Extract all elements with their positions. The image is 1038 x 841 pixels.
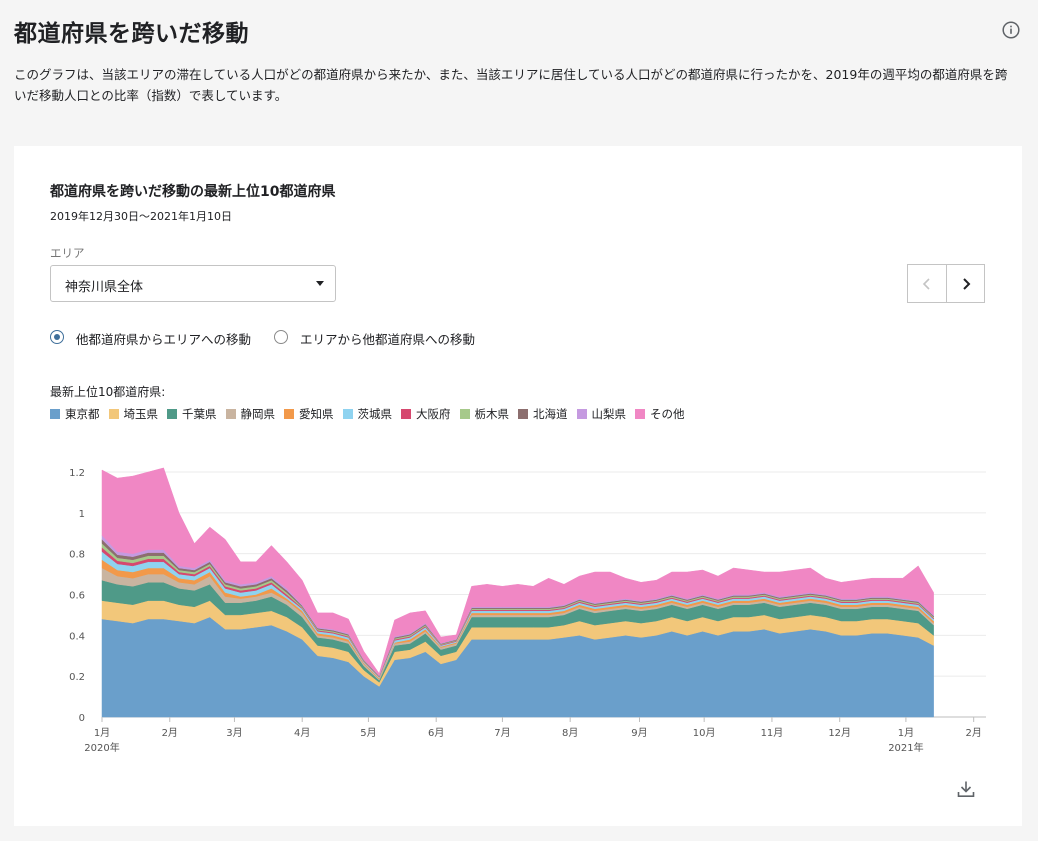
legend-swatch — [518, 409, 528, 419]
legend-label: 山梨県 — [591, 407, 627, 421]
prev-button[interactable] — [907, 264, 946, 303]
legend-label: 愛知県 — [299, 407, 334, 421]
x-tick-label: 8月 — [562, 727, 578, 739]
legend-label: 北海道 — [533, 407, 568, 421]
legend-swatch — [635, 409, 645, 419]
legend-label: 千葉県 — [182, 407, 217, 421]
legend-label: 東京都 — [65, 407, 100, 421]
legend-item[interactable]: 栃木県 — [459, 406, 510, 422]
legend-label: その他 — [650, 407, 685, 421]
x-tick-label: 9月 — [631, 727, 647, 739]
radio-circle — [50, 330, 64, 344]
x-tick-label: 6月 — [428, 727, 444, 739]
x-tick-label: 2月 — [965, 727, 981, 739]
legend-item[interactable]: 千葉県 — [167, 406, 217, 422]
y-tick-label: 0.6 — [69, 591, 85, 602]
legend-title: 最新上位10都道府県: — [50, 385, 166, 399]
area-select-value: 神奈川県全体 — [65, 280, 144, 295]
page-title: 都道府県を跨いだ移動 — [14, 21, 249, 47]
y-tick-label: 0 — [79, 713, 85, 724]
legend-swatch — [284, 409, 294, 419]
x-tick-label: 10月 — [693, 727, 716, 739]
legend-label: 茨城県 — [357, 407, 393, 421]
caret-down-icon — [316, 281, 324, 286]
chevron-right-icon — [963, 278, 971, 290]
legend-swatch — [401, 409, 411, 419]
card-period: 2019年12月30日～2021年1月10日 — [50, 210, 232, 223]
chart-card: 都道府県を跨いだ移動の最新上位10都道府県 2019年12月30日～2021年1… — [14, 146, 1022, 826]
x-tick-label: 12月 — [828, 727, 851, 739]
legend-swatch — [342, 409, 353, 419]
next-button[interactable] — [946, 264, 985, 303]
legend-swatch — [576, 409, 587, 419]
legend-label: 大阪府 — [416, 407, 451, 421]
area-select[interactable]: 神奈川県全体 — [50, 265, 336, 302]
area-label: エリア — [50, 246, 85, 260]
legend-label: 静岡県 — [240, 407, 276, 421]
legend: 東京都 埼玉県 千葉県 静岡県 愛知県 茨城県 大阪府 栃木県 北海道 山梨県 その他 — [50, 406, 694, 422]
legend-item[interactable]: その他 — [635, 406, 685, 422]
legend-swatch — [108, 409, 119, 419]
radio-inbound[interactable]: 他都道府県からエリアへの移動 — [50, 328, 270, 348]
x-tick-label: 7月 — [494, 727, 510, 739]
area-series-11 — [101, 467, 934, 677]
x-tick-label: 5月 — [360, 727, 376, 739]
x-tick-label: 1月 — [898, 727, 914, 739]
legend-label: 栃木県 — [474, 407, 510, 421]
radio-outbound-label: エリアから他都道府県への移動 — [300, 332, 476, 347]
legend-item[interactable]: 大阪府 — [401, 406, 451, 422]
legend-item[interactable]: 北海道 — [518, 406, 568, 422]
y-tick-label: 0.2 — [69, 672, 85, 683]
download-icon[interactable] — [957, 780, 975, 798]
page-description: このグラフは、当該エリアの滞在している人口がどの都道府県から来たか、また、当該エ… — [14, 67, 1008, 103]
x-tick-label: 1月 — [94, 727, 110, 739]
legend-swatch — [50, 409, 60, 419]
y-tick-label: 0.8 — [69, 550, 85, 561]
x-tick-label: 4月 — [294, 727, 310, 739]
legend-swatch — [459, 409, 470, 419]
legend-item[interactable]: 静岡県 — [225, 406, 276, 422]
legend-item[interactable]: 山梨県 — [576, 406, 627, 422]
chevron-left-icon — [922, 278, 930, 290]
radio-outbound[interactable]: エリアから他都道府県への移動 — [274, 328, 494, 348]
legend-item[interactable]: 愛知県 — [284, 406, 334, 422]
radio-circle — [274, 330, 288, 344]
info-icon[interactable] — [1002, 21, 1020, 39]
legend-item[interactable]: 埼玉県 — [108, 406, 159, 422]
radio-inbound-label: 他都道府県からエリアへの移動 — [76, 332, 252, 347]
legend-swatch — [167, 409, 177, 419]
stacked-area-chart: 0 0.2 0.4 0.6 0.8 1 1.2 1月 2020年 2月 3月 4月 5月 6月 7月 8月 9月… — [69, 467, 986, 754]
legend-item[interactable]: 茨城県 — [342, 406, 393, 422]
x-tick-year-label: 2020年 — [84, 741, 119, 754]
x-tick-label: 2月 — [162, 727, 178, 739]
y-tick-label: 1 — [79, 509, 85, 520]
x-tick-year-label: 2021年 — [888, 741, 923, 754]
legend-item[interactable]: 東京都 — [50, 406, 100, 422]
y-tick-label: 1.2 — [69, 468, 85, 479]
x-tick-label: 3月 — [226, 727, 242, 739]
legend-label: 埼玉県 — [123, 407, 159, 421]
card-title: 都道府県を跨いだ移動の最新上位10都道府県 — [50, 184, 336, 200]
x-tick-label: 11月 — [761, 727, 784, 739]
y-tick-label: 0.4 — [69, 631, 85, 642]
legend-swatch — [225, 409, 236, 419]
